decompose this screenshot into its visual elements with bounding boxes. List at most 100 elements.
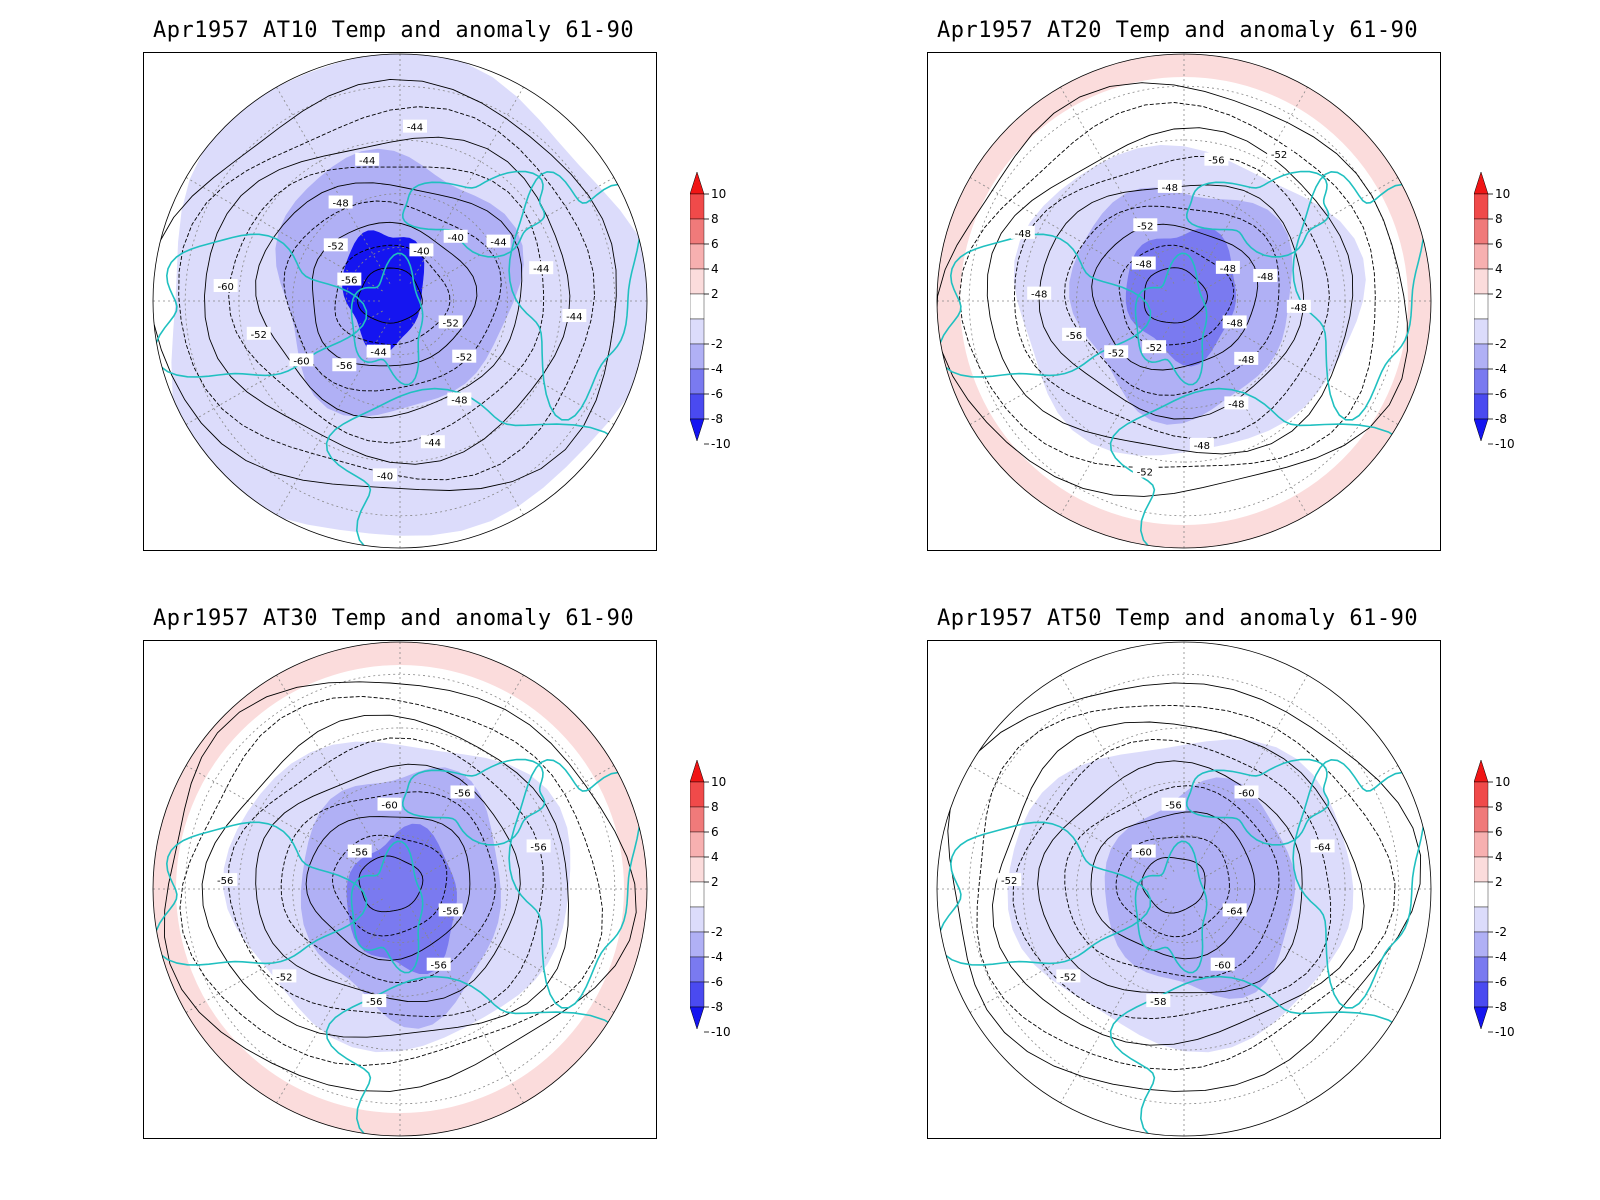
contour-label: -44	[407, 123, 423, 134]
colorbar-arrow-top	[1473, 171, 1489, 195]
colorbar-label: 2	[711, 875, 719, 889]
contour-label: -56	[341, 276, 357, 287]
contour-label-bg	[1234, 785, 1259, 799]
contour-label: -48	[1226, 318, 1242, 329]
contour-label-bg	[1286, 299, 1311, 313]
contour-label-bg	[486, 234, 511, 248]
contour-label: -58	[1150, 997, 1166, 1008]
contour-label: -48	[1015, 229, 1031, 240]
contour-label: -40	[377, 471, 393, 482]
map-disk-outline	[936, 641, 1432, 1137]
colorbar-label: 2	[1495, 875, 1503, 889]
contour-label: -48	[1031, 290, 1047, 301]
colorbar-label: -4	[711, 950, 723, 964]
latitude-circle	[968, 85, 1400, 517]
temperature-contour	[1064, 205, 1280, 396]
colorbar-at10: 10 8 6 4 2 -2 -4 -6 -8 -10	[689, 171, 760, 462]
temperature-contour	[1037, 760, 1303, 994]
colorbar-label: -6	[711, 975, 723, 989]
colorbar-segment	[1473, 906, 1489, 933]
contour-label: -48	[1228, 399, 1244, 410]
latitude-circle	[1129, 834, 1239, 944]
contour-label-bg	[1132, 464, 1157, 478]
coastline	[508, 170, 642, 421]
colorbar-label: 4	[1495, 262, 1503, 276]
temperature-contour	[178, 106, 595, 481]
contour-label-bg	[438, 315, 463, 329]
contour-label-bg	[328, 195, 353, 209]
contour-label: -48	[332, 199, 348, 210]
contour-label-bg	[377, 797, 402, 811]
temperature-contour	[357, 267, 423, 324]
contour-label-bg	[1210, 957, 1235, 971]
contour-label-bg	[450, 785, 475, 799]
colorbar-label: -6	[711, 387, 723, 401]
coastline	[153, 233, 368, 378]
contour-label: -52	[276, 972, 292, 983]
colorbar-scale: 10 8 6 4 2 -2 -4 -6 -8 -10	[689, 759, 731, 1039]
latitude-circle	[184, 85, 616, 517]
colorbar-segment	[689, 243, 705, 270]
contour-label: -52	[1060, 972, 1076, 983]
colorbar-label: -8	[711, 412, 723, 426]
contour-label-bg	[1204, 152, 1229, 166]
contour-label-bg	[1157, 179, 1182, 193]
temperature-contour	[153, 78, 617, 491]
contour-label: -56	[217, 876, 233, 887]
colorbar-arrow-bottom	[689, 1006, 705, 1030]
temperature-contour	[937, 82, 1408, 497]
map-disk-outline	[152, 53, 648, 549]
polar-map: -56 -56 -56 -52 -56 -56 -60 -56 -56	[152, 641, 648, 1137]
colorbar-segment	[689, 781, 705, 808]
contour-label: -56	[442, 906, 458, 917]
contour-label-bg	[1189, 437, 1214, 451]
contour-label-bg	[1131, 844, 1156, 858]
contour-label-bg	[403, 119, 428, 133]
temperature-contour	[305, 816, 471, 961]
contour-label-bg	[1104, 345, 1129, 359]
contour-label: -48	[1257, 272, 1273, 283]
colorbar-scale: 10 8 6 4 2 -2 -4 -6 -8 -10	[1473, 171, 1515, 451]
coastline	[1292, 758, 1426, 1009]
contour-label-bg	[366, 344, 391, 358]
contour-label-bg	[1146, 994, 1171, 1008]
colorbar-segment	[689, 831, 705, 858]
contour-label-bg	[1062, 327, 1087, 341]
coastline	[1292, 170, 1426, 421]
latitude-circle	[968, 673, 1400, 1105]
contour-label: -56	[431, 961, 447, 972]
contour-label-bg	[997, 873, 1022, 887]
colorbar-label: 10	[711, 187, 726, 201]
colorbar-label: 6	[711, 825, 719, 839]
contour-label: -52	[1137, 468, 1153, 479]
contour-label: -52	[251, 330, 267, 341]
colorbar-label: 8	[1495, 800, 1503, 814]
temperature-contour	[283, 200, 502, 392]
contour-label-bg	[1222, 903, 1247, 917]
contour-label: -56	[366, 997, 382, 1008]
contour-label: -52	[1108, 348, 1124, 359]
colorbar-label: 2	[711, 287, 719, 301]
colorbar-segment	[1473, 393, 1489, 420]
colorbar-segment	[689, 318, 705, 345]
contour-label: -40	[413, 246, 429, 257]
colorbar-at30: 10 8 6 4 2 -2 -4 -6 -8 -10	[689, 759, 760, 1050]
colorbar-segment	[1473, 368, 1489, 395]
panel-title: Apr1957 AT30 Temp and anomaly 61-90	[153, 606, 635, 631]
coastline	[937, 821, 1152, 966]
colorbar-segment	[689, 293, 705, 320]
colorbar-arrow-bottom	[1473, 1006, 1489, 1030]
colorbar-segment	[689, 931, 705, 958]
colorbar-label: -4	[1495, 362, 1507, 376]
contour-label-bg	[1310, 839, 1335, 853]
contour-label-bg	[1056, 969, 1081, 983]
colorbar-segment	[1473, 318, 1489, 345]
colorbar-segment	[1473, 956, 1489, 983]
contour-label-bg	[1131, 256, 1156, 270]
polar-map: -48 -48 -48 -48 -52 -52 -52 -56 -48 -48 -48 -52 -48 -…	[936, 53, 1432, 549]
contour-label-bg	[1133, 218, 1158, 232]
colorbar-label: 4	[711, 850, 719, 864]
colorbar-label: -8	[1495, 1000, 1507, 1014]
temperature-contour	[992, 721, 1365, 1046]
colorbar-label: 10	[1495, 775, 1510, 789]
